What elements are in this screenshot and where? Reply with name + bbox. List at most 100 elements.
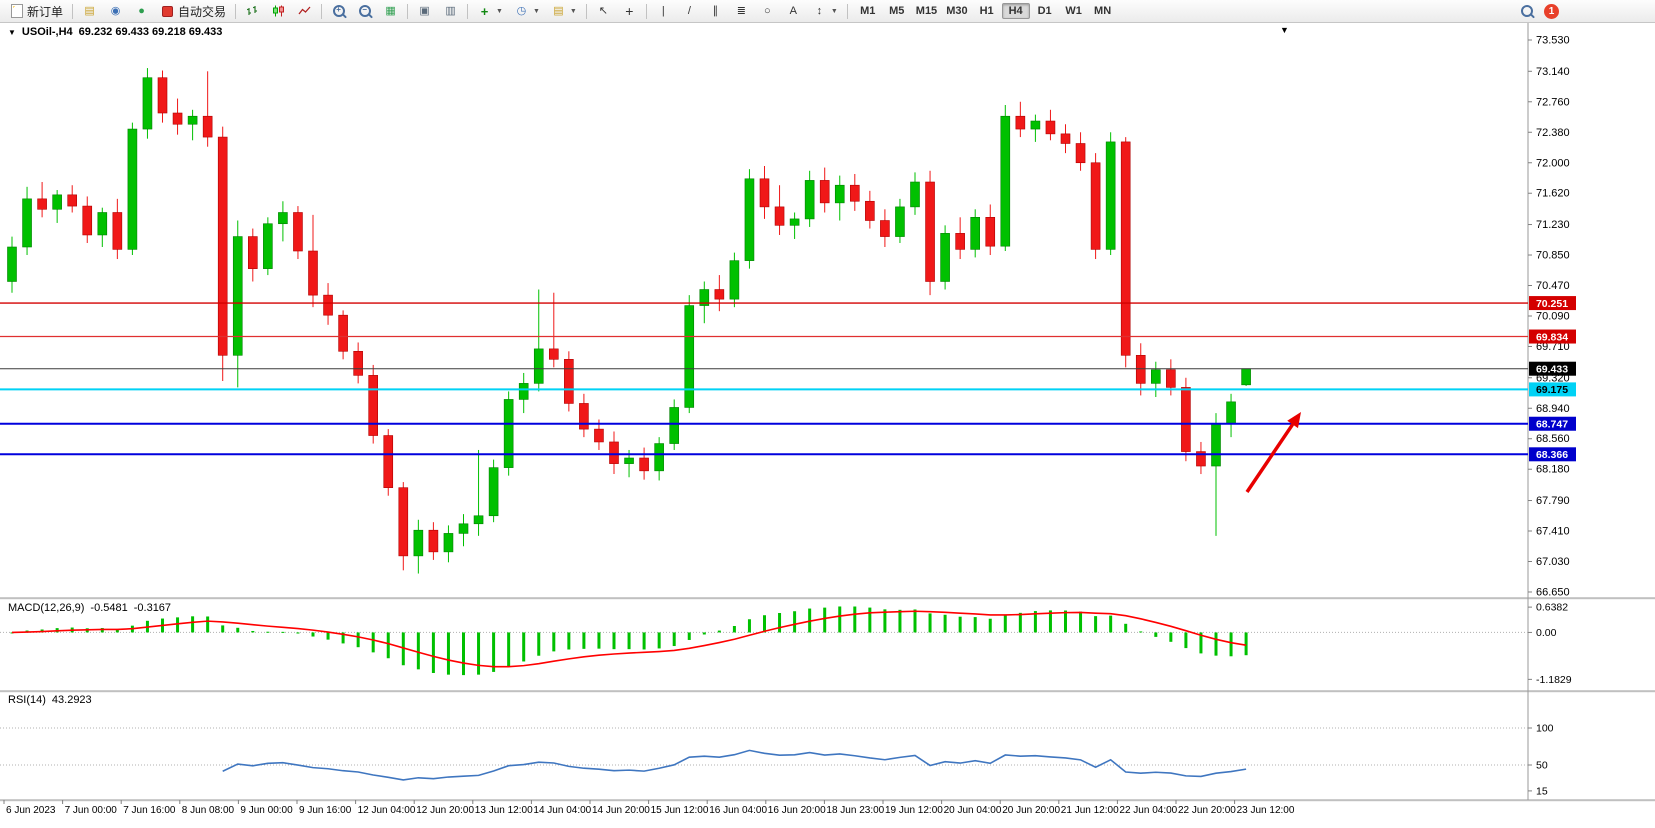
candle-body <box>1000 115 1011 247</box>
zoom-in-icon: + <box>331 4 346 19</box>
cursor-button[interactable]: ↖ <box>591 1 616 22</box>
svg-text:68.940: 68.940 <box>1536 403 1570 415</box>
candle-body <box>594 428 604 443</box>
timeframe-h4[interactable]: H4 <box>1001 3 1030 19</box>
svg-text:50: 50 <box>1536 760 1548 772</box>
candle-body <box>52 194 62 210</box>
svg-text:70.090: 70.090 <box>1536 310 1570 322</box>
new-order-icon <box>9 4 24 19</box>
candle-body <box>308 250 318 296</box>
candle-body <box>940 233 950 282</box>
template-icon: ▤ <box>553 4 564 17</box>
candle-body <box>1015 115 1026 130</box>
candle-body <box>187 115 198 125</box>
svg-text:72.000: 72.000 <box>1536 157 1570 169</box>
channel-tool[interactable]: ∥ <box>703 1 728 22</box>
new-order-button[interactable]: 新订单 <box>4 1 68 22</box>
templates-button[interactable]: ▤ ▼ <box>546 1 582 22</box>
grid-button[interactable]: ▦ <box>378 1 403 22</box>
candle-body <box>1105 141 1116 250</box>
add-indicator-icon: + <box>480 3 489 19</box>
toolbar-separator <box>846 3 848 19</box>
candle-body <box>1135 355 1146 384</box>
cascade-windows-button[interactable]: ▥ <box>438 1 463 22</box>
candle-body <box>729 260 740 300</box>
candle-body <box>564 359 574 404</box>
timeframe-m15[interactable]: M15 <box>915 5 938 17</box>
shapes-tool[interactable]: ○ <box>755 1 780 22</box>
candle-body <box>699 289 710 306</box>
zoom-in-button[interactable]: + <box>326 1 351 22</box>
rsi-line <box>222 749 1247 781</box>
arrows-tool[interactable]: ↕ ▼ <box>807 1 843 22</box>
candle-body <box>518 383 529 400</box>
candle-body <box>1241 368 1251 386</box>
line-chart-icon <box>297 4 312 19</box>
candle-body <box>413 529 424 557</box>
annotation-arrow[interactable] <box>1245 412 1301 493</box>
timeframe-m5[interactable]: M5 <box>889 5 905 17</box>
indicators-button[interactable]: + ▼ <box>472 1 508 22</box>
vertical-line-tool[interactable]: | <box>651 1 676 22</box>
svg-text:71.230: 71.230 <box>1536 219 1570 231</box>
profile-button[interactable]: ◉ <box>103 1 128 22</box>
svg-text:100: 100 <box>1536 723 1554 735</box>
candle-body <box>323 294 333 316</box>
line-chart-button[interactable] <box>292 1 317 22</box>
symbol-ohlc-values: 69.232 69.433 69.218 69.433 <box>78 26 223 38</box>
candle-body <box>819 180 830 204</box>
candle-body <box>112 212 123 250</box>
periods-button[interactable]: ◷ ▼ <box>509 1 545 22</box>
crosshair-icon: + <box>625 3 634 19</box>
bar-chart-button[interactable] <box>240 1 265 22</box>
svg-text:22 Jun 20:00: 22 Jun 20:00 <box>1178 805 1236 816</box>
svg-text:12 Jun 20:00: 12 Jun 20:00 <box>416 805 474 816</box>
zoom-out-icon: − <box>357 4 372 19</box>
timeframe-w1[interactable]: W1 <box>1065 5 1082 17</box>
candle-body <box>1181 387 1191 452</box>
svg-text:7 Jun 16:00: 7 Jun 16:00 <box>123 805 176 816</box>
price-badge-69.433 <box>1529 361 1576 376</box>
zoom-out-button[interactable]: − <box>352 1 377 22</box>
candle-body <box>714 289 725 300</box>
tile-windows-button[interactable]: ▣ <box>412 1 437 22</box>
candle-body <box>503 399 514 468</box>
svg-text:69.175: 69.175 <box>1536 384 1568 396</box>
refresh-button[interactable]: ● <box>129 1 154 22</box>
expand-triangle-icon[interactable]: ▼ <box>8 27 16 37</box>
svg-text:67.790: 67.790 <box>1536 495 1570 507</box>
rsi-value: 43.2923 <box>51 694 92 706</box>
trendline-tool[interactable]: / <box>677 1 702 22</box>
fibonacci-tool[interactable]: ≣ <box>729 1 754 22</box>
svg-text:16 Jun 20:00: 16 Jun 20:00 <box>768 805 826 816</box>
candle-body <box>669 407 680 444</box>
timeframe-mn[interactable]: MN <box>1094 5 1112 17</box>
timeframe-m1[interactable]: M1 <box>860 5 876 17</box>
timeframe-h1[interactable]: H1 <box>979 5 994 17</box>
svg-text:14 Jun 20:00: 14 Jun 20:00 <box>592 805 650 816</box>
timeframe-m30[interactable]: M30 <box>946 5 968 17</box>
dropdown-caret-icon: ▼ <box>532 7 540 15</box>
vertical-line-icon: | <box>661 4 665 17</box>
charts-window-button[interactable]: ▤ <box>77 1 102 22</box>
macd-signal-value: -0.3167 <box>133 602 172 614</box>
price-badge-68.366 <box>1529 447 1576 462</box>
notification-badge[interactable]: 1 <box>1544 3 1559 19</box>
candle-body <box>925 181 935 282</box>
chart-shift-marker-icon[interactable]: ▼ <box>1280 25 1289 35</box>
tile-windows-icon: ▣ <box>419 4 430 17</box>
auto-trading-button[interactable]: 自动交易 <box>155 1 231 22</box>
svg-text:72.380: 72.380 <box>1536 127 1570 139</box>
text-tool[interactable]: A <box>781 1 806 22</box>
rsi-label: RSI(14) <box>8 694 46 706</box>
svg-text:14 Jun 04:00: 14 Jun 04:00 <box>533 805 591 816</box>
candle-body <box>1030 120 1041 130</box>
search-icon[interactable] <box>1519 4 1534 19</box>
candle-body <box>1166 369 1176 388</box>
timeframe-d1[interactable]: D1 <box>1037 5 1052 17</box>
crosshair-button[interactable]: + <box>617 1 642 22</box>
candlestick-chart-button[interactable] <box>266 1 291 22</box>
svg-text:68.560: 68.560 <box>1536 433 1570 445</box>
candle-body <box>624 457 634 464</box>
